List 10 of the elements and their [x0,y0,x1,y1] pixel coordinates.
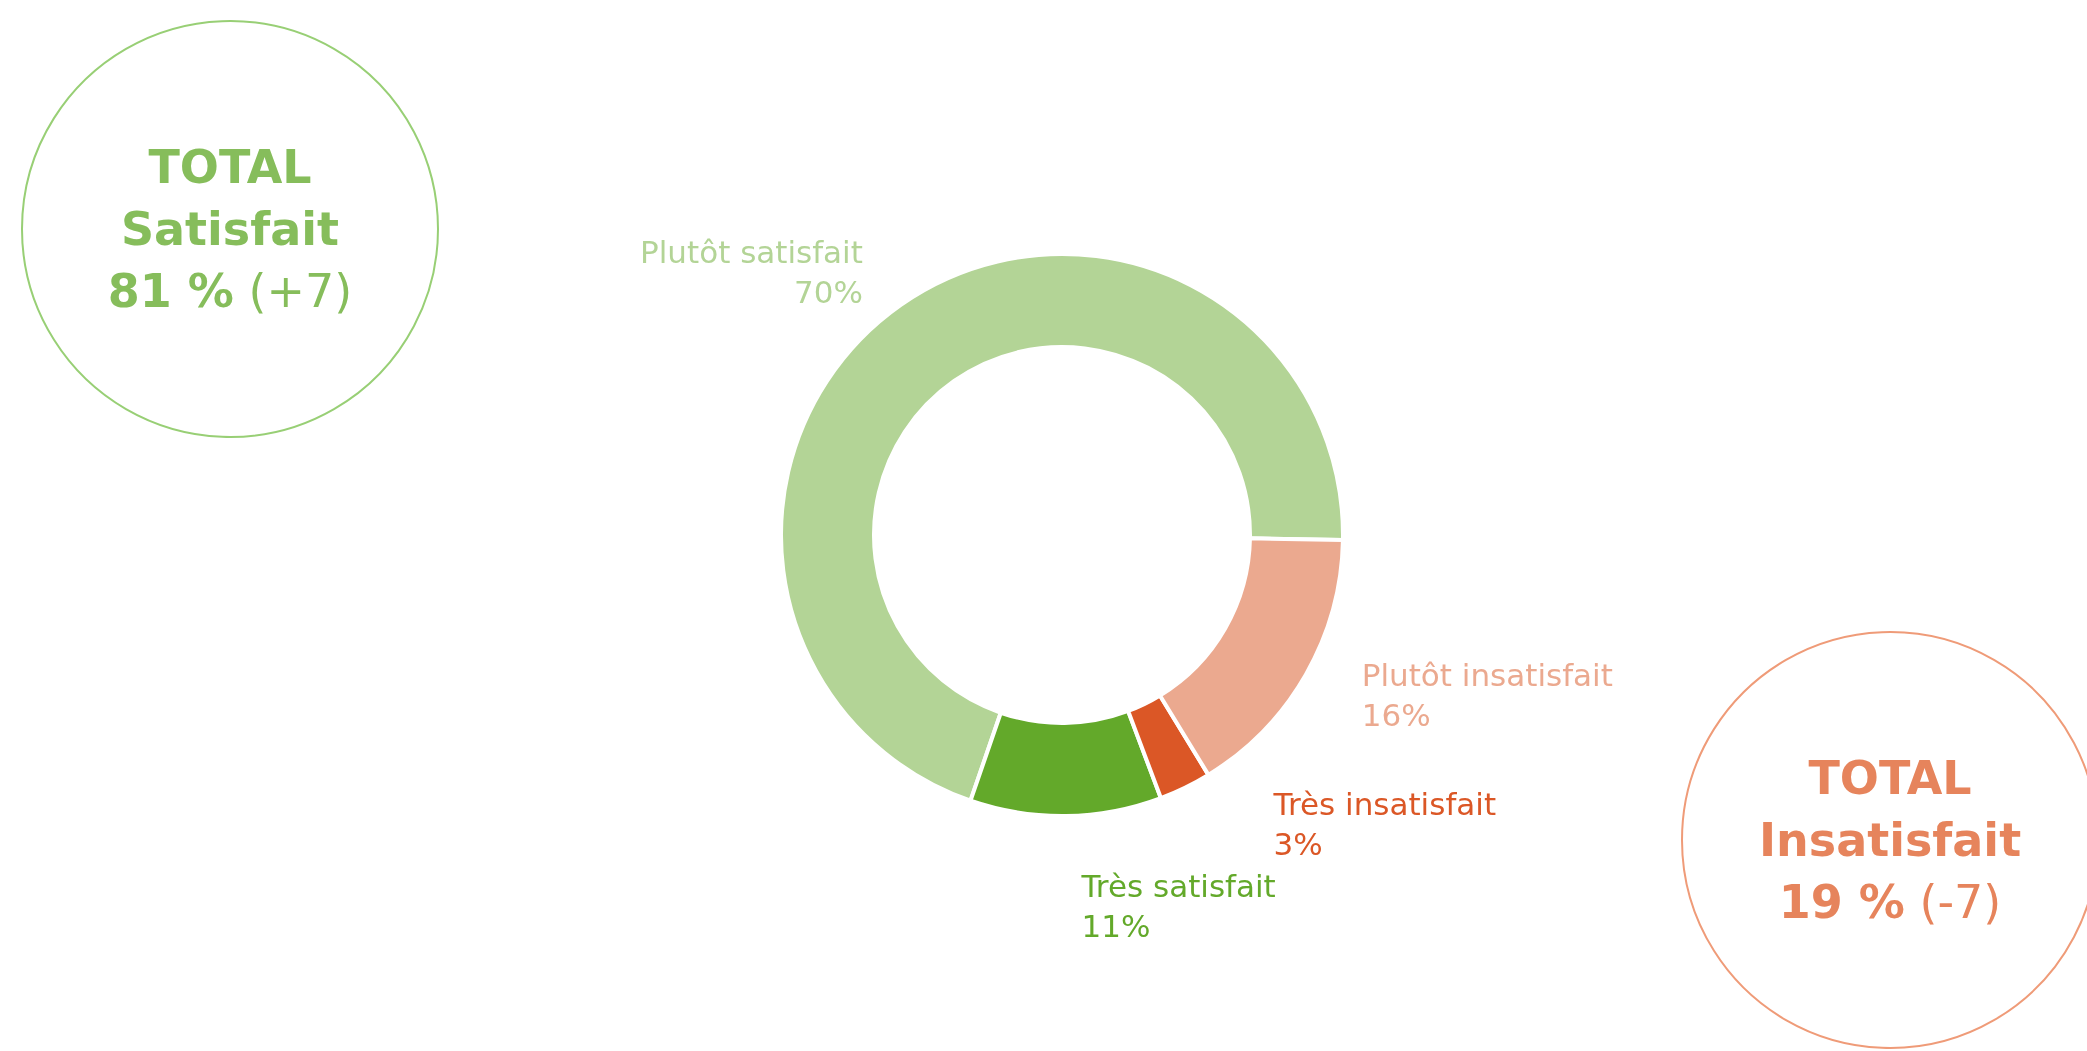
slice-label: Très insatisfait [1272,785,1497,822]
slice-label: Plutôt satisfait [640,234,863,271]
data-label: 3% [1273,825,1323,862]
text: TOTAL Satisfait 81 % (+7) [107,140,353,318]
data-label: 11% [1081,907,1151,944]
slice-label: Très satisfait [1080,867,1276,904]
data-label: 70% [793,274,863,311]
slice-label: Plutôt insatisfait [1361,656,1613,693]
text: TOTAL Insatisfait 19 % (-7) [1758,751,2022,929]
data-label: 16% [1361,696,1431,733]
